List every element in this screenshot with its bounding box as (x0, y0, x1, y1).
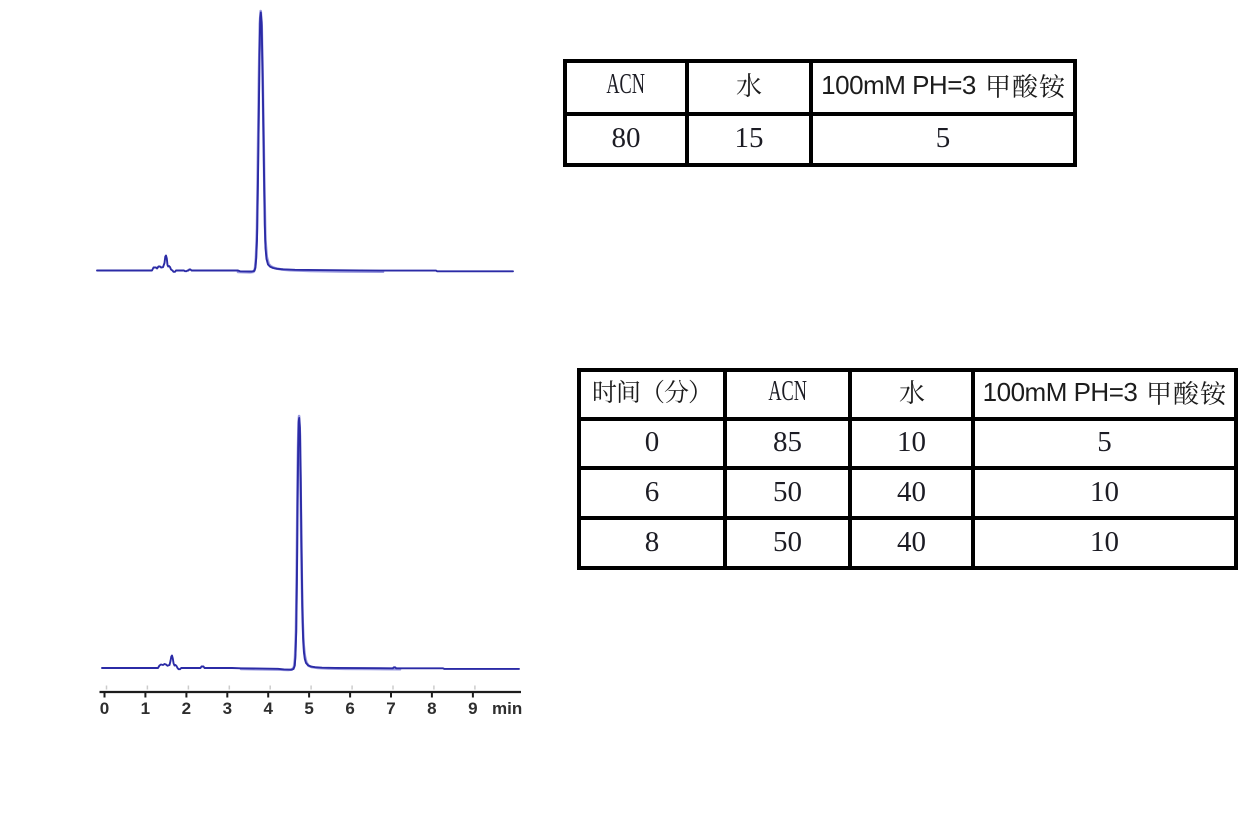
svg-text:6: 6 (345, 699, 354, 718)
svg-text:3: 3 (223, 699, 232, 718)
svg-text:min: min (492, 699, 522, 718)
svg-text:0: 0 (100, 699, 109, 718)
svg-text:9: 9 (468, 699, 477, 718)
svg-text:8: 8 (427, 699, 436, 718)
svg-text:2: 2 (182, 699, 191, 718)
svg-text:4: 4 (263, 699, 273, 718)
svg-text:5: 5 (304, 699, 313, 718)
svg-text:1: 1 (141, 699, 150, 718)
svg-text:7: 7 (386, 699, 395, 718)
